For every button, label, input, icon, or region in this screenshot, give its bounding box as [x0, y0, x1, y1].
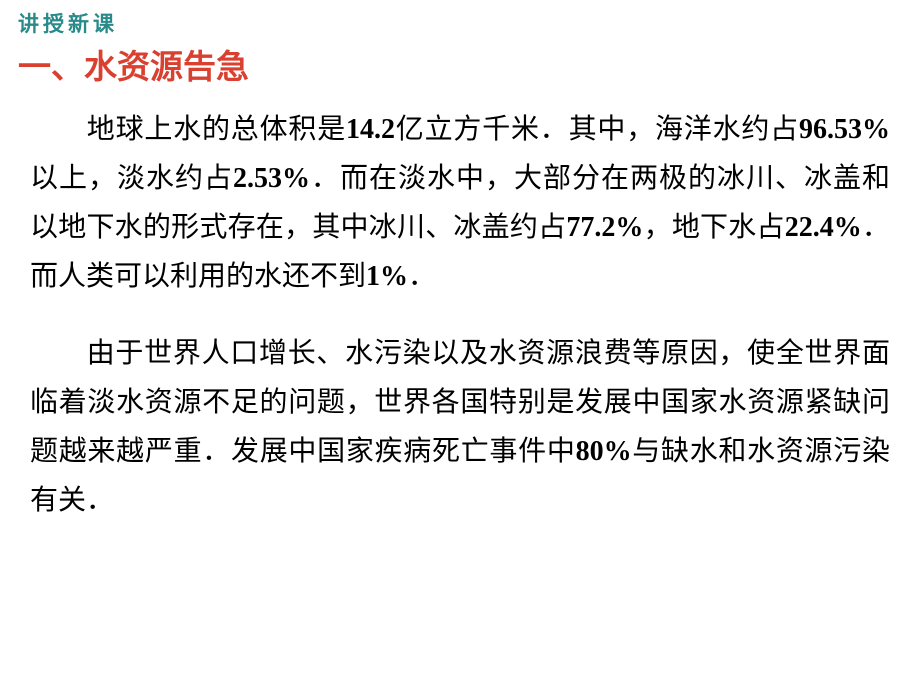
bold-text: 80%	[576, 436, 632, 467]
bold-text: 96.53%	[799, 114, 890, 145]
bold-text: 77.2%	[566, 212, 643, 243]
bold-text: 22.4%	[785, 212, 862, 243]
paragraph-2: 由于世界人口增长、水污染以及水资源浪费等原因，使全世界面临着淡水资源不足的问题，…	[30, 329, 890, 525]
header-label: 讲授新课	[18, 8, 118, 38]
section-title: 一、水资源告急	[18, 40, 249, 88]
paragraph-1: 地球上水的总体积是14.2亿立方千米．其中，海洋水约占96.53% 以上，淡水约占…	[30, 105, 890, 301]
bold-text: 1%	[366, 261, 408, 292]
body-text: ，地下水占	[643, 212, 784, 243]
bold-text: 2.53%	[233, 163, 310, 194]
body-text: 以上，淡水约占	[30, 163, 233, 194]
body-text: ．	[408, 261, 436, 292]
content-area: 地球上水的总体积是14.2亿立方千米．其中，海洋水约占96.53% 以上，淡水约占…	[30, 105, 890, 525]
bold-text: 14.2	[346, 114, 395, 145]
body-text: 亿立方千米．其中，海洋水约占	[395, 114, 799, 145]
body-text: 地球上水的总体积是	[86, 114, 346, 145]
